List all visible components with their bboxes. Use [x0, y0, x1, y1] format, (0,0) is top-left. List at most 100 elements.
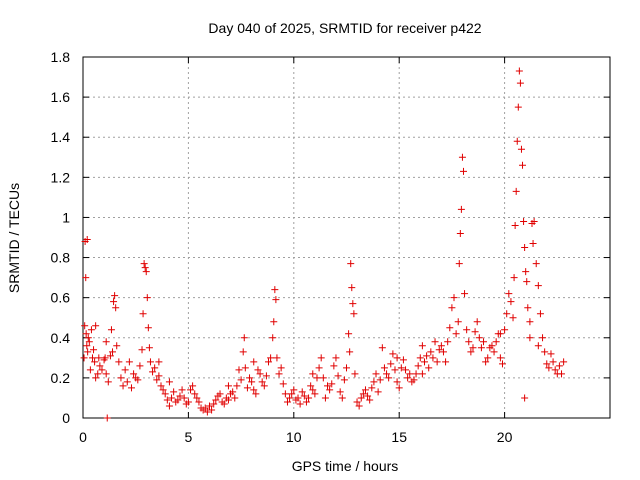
data-points	[80, 67, 568, 422]
data-point	[457, 205, 465, 213]
data-point	[113, 342, 121, 350]
data-point	[469, 344, 477, 352]
data-point	[539, 334, 547, 342]
data-point	[385, 374, 393, 382]
data-point	[83, 236, 91, 244]
data-point	[448, 304, 456, 312]
y-tick-label: 0.6	[51, 290, 71, 306]
data-point	[404, 374, 412, 382]
data-point	[85, 338, 93, 346]
data-point	[168, 394, 176, 402]
data-point	[458, 153, 466, 161]
data-point	[146, 358, 154, 366]
data-point	[471, 328, 479, 336]
data-point	[267, 354, 275, 362]
data-point	[111, 292, 119, 300]
data-point	[260, 382, 268, 390]
data-point	[514, 103, 522, 111]
data-point	[442, 358, 450, 366]
data-point	[174, 396, 182, 404]
data-point	[509, 314, 517, 322]
y-tick-label: 0	[62, 410, 70, 426]
data-point	[507, 298, 515, 306]
data-point	[446, 324, 454, 332]
data-point	[330, 362, 338, 370]
data-point	[512, 187, 520, 195]
data-point	[241, 364, 249, 372]
data-point	[452, 330, 460, 338]
data-point	[511, 221, 519, 229]
data-point	[262, 372, 270, 380]
data-point	[345, 330, 353, 338]
data-point	[252, 390, 260, 398]
data-point	[273, 354, 281, 362]
data-point	[130, 370, 138, 378]
data-point	[351, 370, 359, 378]
data-point	[543, 360, 551, 368]
x-tick-label: 0	[79, 429, 87, 445]
x-tick-label: 5	[185, 429, 193, 445]
data-point	[326, 386, 334, 394]
data-point	[397, 364, 405, 372]
data-point	[250, 358, 258, 366]
data-point	[420, 358, 428, 366]
data-point	[294, 394, 302, 402]
data-point	[435, 346, 443, 354]
data-point	[558, 370, 566, 378]
data-point	[456, 229, 464, 237]
data-point	[288, 390, 296, 398]
data-point	[541, 348, 549, 356]
data-point	[91, 358, 99, 366]
y-tick-label: 1	[62, 209, 70, 225]
data-point	[305, 394, 313, 402]
data-point	[254, 366, 262, 374]
data-point	[475, 334, 483, 342]
data-point	[98, 366, 106, 374]
data-point	[136, 362, 144, 370]
data-point	[311, 390, 319, 398]
data-point	[467, 348, 475, 356]
data-point	[224, 382, 232, 390]
x-tick-label: 10	[286, 429, 302, 445]
data-point	[510, 274, 518, 282]
data-point	[187, 386, 195, 394]
y-axis-label: SRMTID / TECUs	[6, 183, 22, 293]
data-point	[359, 390, 367, 398]
data-point	[418, 370, 426, 378]
data-point	[521, 244, 529, 252]
data-point	[328, 380, 336, 388]
data-point	[412, 370, 420, 378]
x-tick-label: 15	[391, 429, 407, 445]
data-point	[155, 372, 163, 380]
data-point	[368, 384, 376, 392]
data-point	[350, 310, 358, 318]
data-point	[520, 217, 528, 225]
data-point	[216, 390, 224, 398]
data-point	[523, 278, 531, 286]
data-point	[547, 350, 555, 358]
data-point	[256, 370, 264, 378]
data-point	[492, 338, 500, 346]
data-point	[243, 384, 251, 392]
data-point	[505, 290, 513, 298]
data-point	[416, 354, 424, 362]
data-point	[149, 368, 157, 376]
data-point	[465, 338, 473, 346]
data-point	[82, 330, 90, 338]
data-point	[463, 326, 471, 334]
data-point	[95, 354, 103, 362]
data-point	[439, 348, 447, 356]
data-point	[498, 360, 506, 368]
x-tick-label: 20	[497, 429, 513, 445]
data-point	[265, 358, 273, 366]
data-point	[272, 296, 280, 304]
data-point	[380, 364, 388, 372]
data-point	[526, 334, 534, 342]
data-point	[281, 390, 289, 398]
data-point	[155, 358, 163, 366]
data-point	[374, 388, 382, 396]
data-point	[240, 334, 248, 342]
data-point	[80, 354, 88, 362]
y-tick-label: 1.8	[51, 49, 71, 65]
data-point	[161, 390, 169, 398]
